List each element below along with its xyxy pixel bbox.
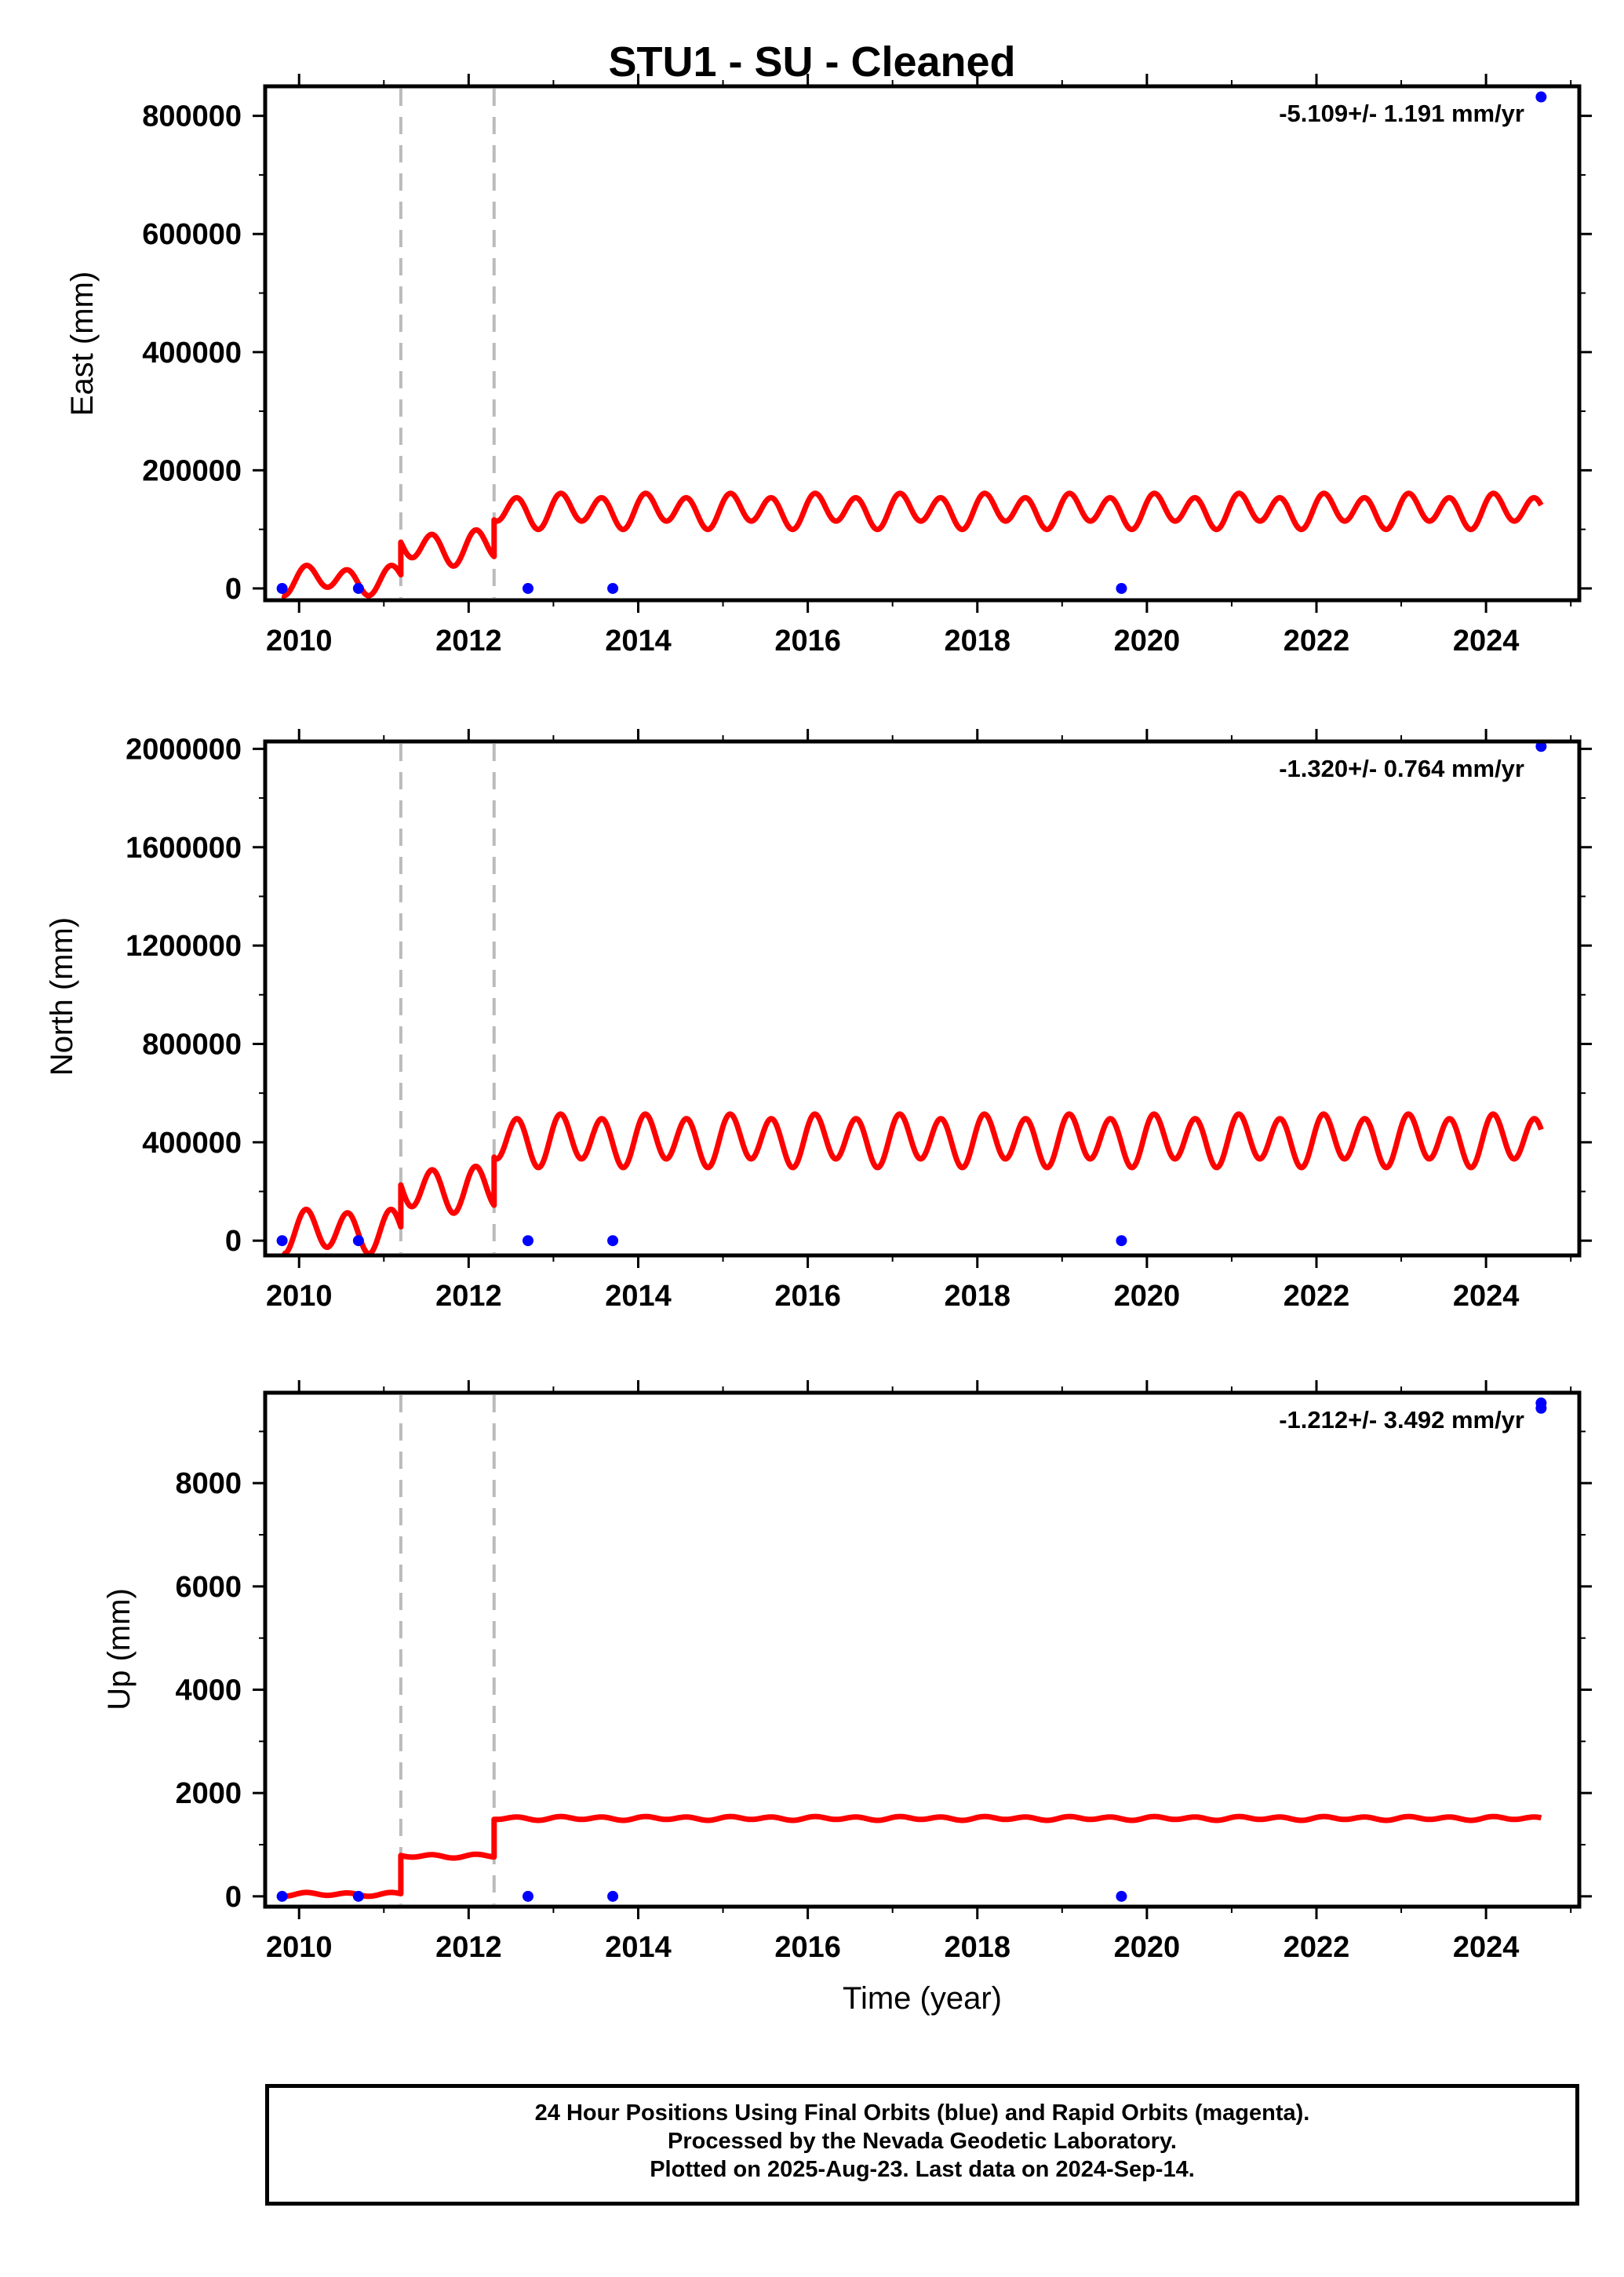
model-line (280, 490, 1544, 599)
plot-frame (263, 1390, 1582, 1909)
plot-frame (263, 84, 1582, 603)
x-tick-label: 2018 (944, 1280, 1010, 1313)
plot-frame (263, 739, 1582, 1258)
data-point (352, 1890, 364, 1902)
x-tick-label: 2020 (1114, 1931, 1181, 1964)
x-tick-label: 2022 (1284, 625, 1350, 658)
x-tick-label: 2014 (605, 1931, 672, 1964)
data-point (276, 1890, 288, 1902)
y-axis-label: East (mm) (65, 271, 100, 416)
x-tick-label: 2010 (266, 1280, 333, 1313)
panel-1: 2010 2012 2014 2016 2018 2020 2022 2024 0 200000 4… (65, 74, 1592, 658)
data-point (1535, 91, 1547, 103)
data-point (523, 1890, 533, 1902)
x-tick-label: 2014 (605, 1280, 672, 1313)
y-tick-label: 0 (225, 1225, 242, 1258)
y-tick-label: 1600000 (126, 832, 242, 865)
data-point (607, 582, 619, 594)
y-tick-label: 800000 (142, 1028, 242, 1061)
data-point (523, 1235, 533, 1247)
x-tick-label: 2010 (266, 1931, 333, 1964)
y-tick-label: 0 (225, 573, 242, 606)
data-point (607, 1235, 619, 1247)
footer-line-1: 24 Hour Positions Using Final Orbits (bl… (534, 2100, 1310, 2126)
y-axis-label: North (mm) (45, 917, 79, 1076)
data-point (352, 1235, 364, 1247)
y-tick-label: 600000 (142, 218, 242, 251)
x-tick-label: 2012 (435, 1280, 502, 1313)
rate-annotation: -1.320+/- 0.764 mm/yr (1279, 755, 1524, 782)
footer-line-2: Processed by the Nevada Geodetic Laborat… (668, 2129, 1177, 2154)
y-tick-label: 400000 (142, 337, 242, 370)
x-tick-label: 2022 (1284, 1931, 1350, 1964)
panel-2: 2010 2012 2014 2016 2018 2020 2022 2024 0 400000 8… (45, 729, 1592, 1313)
x-tick-label: 2010 (266, 625, 333, 658)
x-tick-label: 2012 (435, 625, 502, 658)
footer-line-3: Plotted on 2025-Aug-23. Last data on 202… (650, 2157, 1195, 2182)
y-tick-label: 2000 (175, 1777, 242, 1810)
data-point (1535, 1397, 1547, 1409)
y-tick-label: 800000 (142, 100, 242, 133)
x-tick-label: 2014 (605, 625, 672, 658)
x-tick-label: 2016 (774, 1931, 841, 1964)
data-point (607, 1890, 619, 1902)
x-tick-label: 2022 (1284, 1280, 1350, 1313)
data-point (1116, 582, 1127, 594)
model-line (280, 1111, 1544, 1257)
x-tick-label: 2024 (1453, 625, 1520, 658)
figure-title: STU1 - SU - Cleaned (608, 38, 1016, 86)
footer-box: 24 Hour Positions Using Final Orbits (bl… (265, 2084, 1579, 2206)
data-point (352, 582, 364, 594)
y-axis-label: Up (mm) (102, 1588, 137, 1710)
y-tick-label: 1200000 (126, 930, 242, 963)
x-tick-label: 2020 (1114, 1280, 1181, 1313)
y-tick-label: 4000 (175, 1674, 242, 1707)
data-point (1116, 1890, 1127, 1902)
data-point (523, 582, 533, 594)
y-tick-label: 200000 (142, 454, 242, 487)
x-tick-label: 2018 (944, 1931, 1010, 1964)
data-point (276, 582, 288, 594)
data-point (1535, 741, 1547, 752)
x-tick-label: 2018 (944, 625, 1010, 658)
y-tick-label: 2000000 (126, 733, 242, 766)
rate-annotation: -5.109+/- 1.191 mm/yr (1279, 100, 1524, 127)
x-tick-label: 2024 (1453, 1931, 1520, 1964)
data-point (276, 1235, 288, 1247)
x-tick-label: 2024 (1453, 1280, 1520, 1313)
y-tick-label: 400000 (142, 1127, 242, 1160)
rate-annotation: -1.212+/- 3.492 mm/yr (1279, 1406, 1524, 1434)
y-tick-label: 8000 (175, 1467, 242, 1500)
y-tick-label: 6000 (175, 1571, 242, 1604)
panel-3: 2010 2012 2014 2016 2018 2020 2022 2024 0 2000 400… (102, 1380, 1592, 2016)
x-tick-label: 2016 (774, 625, 841, 658)
x-axis-label: Time (year) (843, 1981, 1002, 2016)
x-tick-label: 2016 (774, 1280, 841, 1313)
x-tick-label: 2020 (1114, 625, 1181, 658)
x-tick-label: 2012 (435, 1931, 502, 1964)
model-line (280, 1813, 1543, 1900)
data-point (1116, 1235, 1127, 1247)
y-tick-label: 0 (225, 1881, 242, 1914)
